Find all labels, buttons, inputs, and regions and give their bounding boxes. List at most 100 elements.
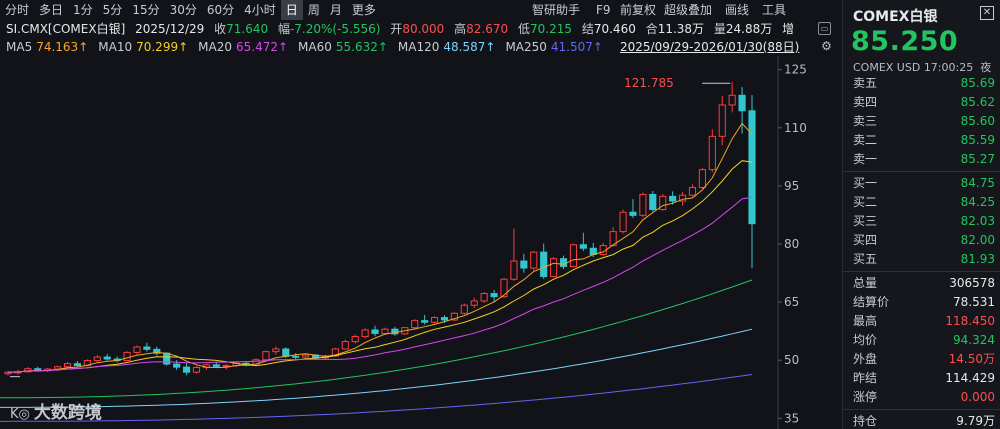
y-tick-label: 125 xyxy=(784,63,807,77)
period-tab[interactable]: 1分 xyxy=(73,3,93,17)
ma-line-ma5 xyxy=(7,122,753,373)
stats-row: 昨结 114.429 xyxy=(843,369,1000,388)
high-label: 高 xyxy=(454,22,467,36)
drawing-button[interactable]: 画线 xyxy=(725,3,750,17)
candle-body xyxy=(133,346,141,353)
candle-body xyxy=(153,348,161,354)
market-meta: COMEX USD 17:00:25 夜 xyxy=(853,61,992,74)
sell-row: 卖一 85.27 xyxy=(843,150,1000,169)
candle-body xyxy=(341,341,349,350)
buy-row: 买一 84.75 xyxy=(843,174,1000,193)
sell-value: 85.27 xyxy=(960,152,995,166)
candle-body xyxy=(530,251,538,269)
period-tab[interactable]: 日 xyxy=(280,0,303,20)
low-value: 70.215 xyxy=(530,22,572,36)
period-tab[interactable]: 多日 xyxy=(39,3,64,17)
ma-value: 41.507↑ xyxy=(550,40,603,54)
candle-body xyxy=(619,211,627,233)
candle-body xyxy=(718,104,726,137)
close-value: 71.640 xyxy=(226,22,269,36)
candle-body xyxy=(302,354,310,358)
period-tab[interactable]: 15分 xyxy=(132,3,160,17)
period-tab[interactable]: 4小时 xyxy=(244,3,276,17)
candle-body xyxy=(103,356,111,360)
increase-label: 增 xyxy=(782,22,795,36)
period-tab[interactable]: 更多 xyxy=(351,3,376,17)
candle-body xyxy=(73,363,82,367)
candle-body xyxy=(500,278,508,298)
open-label: 开 xyxy=(390,22,403,36)
symbol-label: SI.CMX[COMEX白银] xyxy=(6,22,126,36)
stats-label: 昨结 xyxy=(853,371,878,385)
tools-button[interactable]: 工具 xyxy=(762,3,787,17)
close-icon[interactable]: ✕ xyxy=(980,6,994,20)
buy-row: 买二 84.25 xyxy=(843,193,1000,212)
candle-body xyxy=(698,169,706,188)
window-restore-icon[interactable]: ▭ xyxy=(818,22,831,35)
period-tab[interactable]: 周 xyxy=(307,3,320,17)
candle-body xyxy=(678,194,687,202)
candle-body xyxy=(282,348,290,357)
low-label: 低 xyxy=(517,22,530,36)
ma-value: 48.587↑ xyxy=(443,40,496,54)
candle-body xyxy=(143,346,151,350)
sell-label: 卖三 xyxy=(853,114,878,128)
period-toolbar: 分时 多日 1分 5分 15分 30分 60分 4小时日周月更多 xyxy=(0,0,840,20)
logo-icon: K◎ xyxy=(10,407,30,422)
stats-row: 最高 118.450 xyxy=(843,312,1000,331)
f9-button[interactable]: F9 xyxy=(596,3,611,17)
sell-row: 卖二 85.59 xyxy=(843,131,1000,150)
stats-label: 涨停 xyxy=(853,390,878,404)
open-value: 80.000 xyxy=(402,22,445,36)
period-tab[interactable]: 5分 xyxy=(102,3,123,17)
candle-body xyxy=(421,320,429,323)
candle-body xyxy=(550,258,558,278)
candle-body xyxy=(381,328,389,334)
sell-label: 卖四 xyxy=(853,95,878,109)
assistant-button[interactable]: 智研助手 xyxy=(532,3,581,17)
stats-value: 118.450 xyxy=(945,314,995,328)
period-tab[interactable]: 60分 xyxy=(206,3,235,17)
sell-value: 85.59 xyxy=(960,133,995,147)
stats2-row: 持仓 9.79万 xyxy=(843,412,1000,429)
adjust-button[interactable]: 前复权 xyxy=(620,3,657,17)
stats2-value: 9.79万 xyxy=(956,414,995,428)
candle-body xyxy=(351,336,359,343)
change-label: 幅 xyxy=(277,22,290,36)
period-tab[interactable]: 30分 xyxy=(169,3,197,17)
candle-body xyxy=(460,304,468,314)
overlay-button[interactable]: 超级叠加 xyxy=(664,3,713,17)
settings-gear-icon[interactable]: ⚙ xyxy=(821,39,832,53)
candle-body xyxy=(361,329,369,338)
ma-label: MA5 xyxy=(6,40,33,54)
sell-row: 卖四 85.62 xyxy=(843,93,1000,112)
period-tab[interactable]: 月 xyxy=(329,3,342,17)
settle-value: 70.460 xyxy=(593,22,636,36)
date-range[interactable]: 2025/09/29-2026/01/30(88日) xyxy=(620,40,800,54)
stats-row: 结算价 78.531 xyxy=(843,293,1000,312)
high-value: 82.670 xyxy=(466,22,509,36)
buy-label: 买四 xyxy=(853,233,878,247)
stats-value: 114.429 xyxy=(945,371,995,385)
volume-label: 量 xyxy=(713,22,726,36)
sell-value: 85.60 xyxy=(960,114,995,128)
candle-body xyxy=(639,193,647,216)
stats-label: 结算价 xyxy=(853,295,890,309)
candle-body xyxy=(272,348,280,353)
stats-value: 94.324 xyxy=(953,333,995,347)
stats-row: 涨停 0.000 xyxy=(843,388,1000,407)
candle-body xyxy=(411,320,419,329)
candle-body xyxy=(262,351,270,361)
watermark-logo: K◎ 大数跨境 xyxy=(10,398,102,423)
candle-body xyxy=(728,94,736,106)
ma-label: MA10 xyxy=(98,40,133,54)
buy-value: 84.25 xyxy=(960,195,995,209)
buy-label: 买三 xyxy=(853,214,878,228)
stats-row: 均价 94.324 xyxy=(843,331,1000,350)
instrument-title: COMEX白银 xyxy=(853,9,938,25)
candle-body xyxy=(371,329,379,334)
period-tab[interactable]: 分时 xyxy=(5,3,30,17)
buy-value: 81.93 xyxy=(960,252,995,266)
stats-label: 最高 xyxy=(853,314,878,328)
